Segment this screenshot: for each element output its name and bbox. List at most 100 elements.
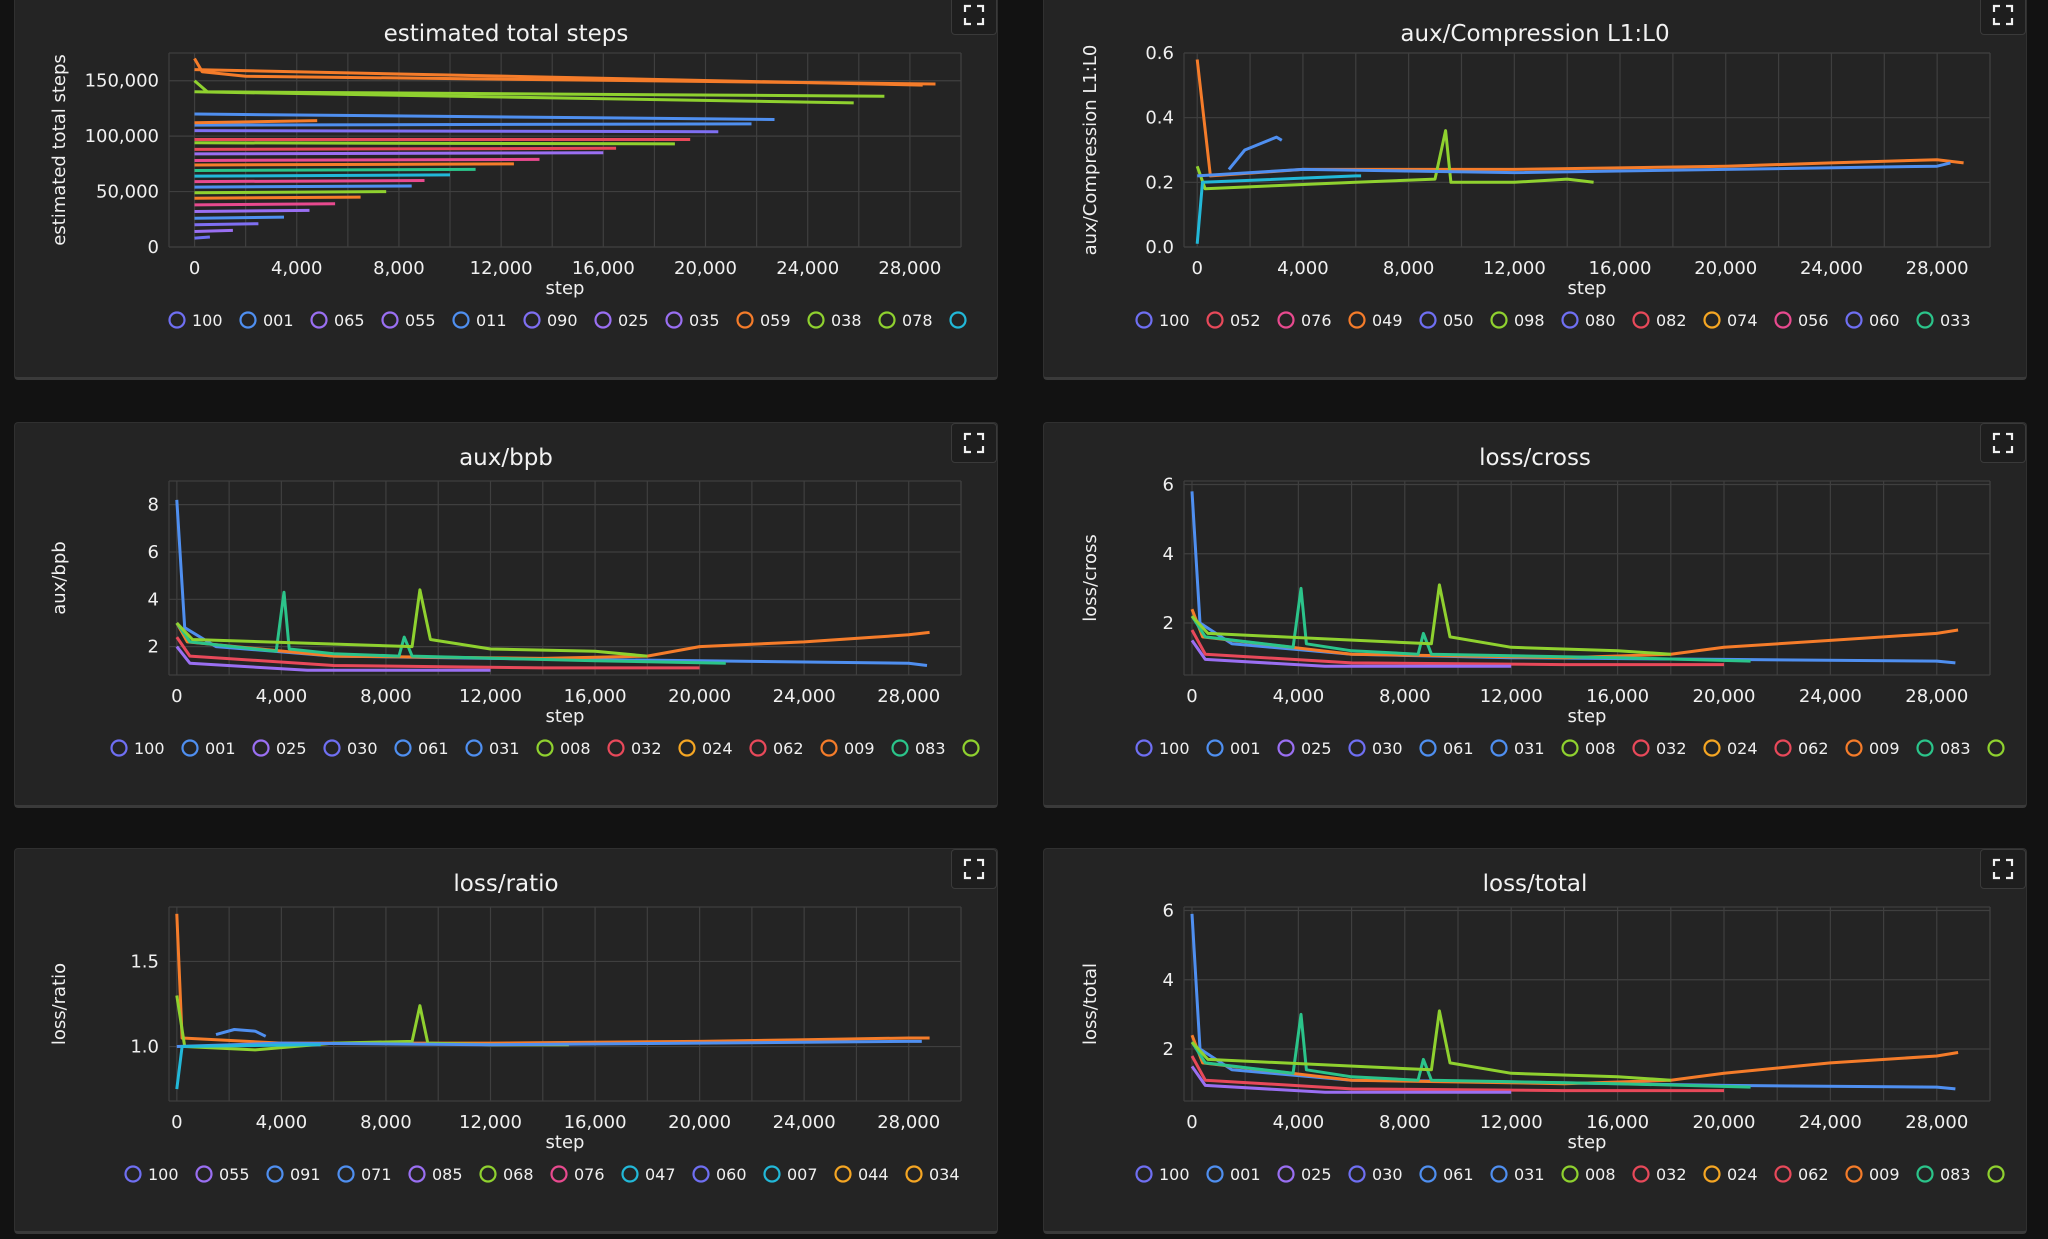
legend-item: 091 [266,1165,321,1184]
legend-marker [594,311,612,329]
chart-svg: 0 4,000 8,000 12,000 16,000 20,000 24,000 28,00… [1080,474,2005,758]
x-tick-label: 28,000 [877,686,940,707]
x-tick-label: 28,000 [1905,1112,1968,1133]
legend-marker [550,1165,568,1183]
legend-marker [536,739,554,757]
legend-item: 025 [1277,739,1332,758]
legend-label: 024 [1727,739,1758,758]
x-tick-label: 20,000 [674,258,737,279]
legend-marker [266,1165,284,1183]
legend: 100 001 065 055 011 090 025 035 059 038 078 [168,311,967,330]
x-tick-label: 4,000 [256,686,308,707]
legend-label: 031 [489,739,520,758]
y-tick-label: 2 [1163,613,1174,634]
series-line-5 [1190,1065,1512,1094]
series-line-2 [1227,135,1283,171]
legend-label: 009 [1869,739,1900,758]
legend-marker [692,1165,710,1183]
x-tick-label: 0 [171,686,182,707]
y-tick-label: 0.0 [1145,237,1174,258]
legend-item: 031 [1490,1165,1545,1184]
y-axis-label: aux/Compression L1:L0 [1080,45,1101,256]
legend: 100 001 025 030 061 031 008 032 024 062 009 083 [1135,739,2005,758]
legend-marker [878,311,896,329]
legend-item: 055 [381,311,436,330]
legend-marker [1916,739,1934,757]
y-tick-label: 1.5 [130,951,159,972]
legend-label: 047 [645,1165,676,1184]
legend-marker [1774,311,1792,329]
legend-label: 025 [276,739,307,758]
legend-marker [678,739,696,757]
legend-marker [1632,311,1650,329]
grid [1183,480,1991,676]
legend: 100 001 025 030 061 031 008 032 024 062 009 083 [110,739,980,758]
x-tick-label: 12,000 [1480,686,1543,707]
legend-label: 007 [787,1165,818,1184]
legend-item: 078 [878,311,933,330]
y-tick-label: 150,000 [85,71,159,92]
legend-item: 060 [692,1165,747,1184]
legend-label: 025 [618,311,649,330]
legend-item: 100 [1135,1165,1190,1184]
series-line-6 [194,129,719,134]
x-tick-label: 24,000 [1799,1112,1862,1133]
legend-label: 076 [1301,311,1332,330]
legend-marker [665,311,683,329]
legend-item: 060 [1845,311,1900,330]
series-line-9 [194,119,318,125]
series-line-2 [175,590,726,665]
chart-title: loss/cross [1479,445,1591,471]
legend-label: 049 [1372,311,1403,330]
legend-marker [1135,1165,1153,1183]
grid [1183,906,1991,1102]
x-tick-label: 12,000 [1483,258,1546,279]
x-tick-label: 24,000 [773,1112,836,1133]
chart-title: loss/total [1482,871,1588,897]
expand-button[interactable] [951,423,997,463]
legend-marker [337,1165,355,1183]
legend-item: 098 [1490,311,1545,330]
legend-label: 024 [1727,1165,1758,1184]
y-tick-label: 6 [1163,474,1174,495]
x-tick-label: 16,000 [1586,686,1649,707]
series-line-11 [194,151,604,156]
legend-item: 007 [763,1165,818,1184]
legend-item: 100 [168,311,223,330]
legend-marker [1916,311,1934,329]
expand-button[interactable] [1980,423,2026,463]
expand-button[interactable] [951,0,997,35]
legend-label: 100 [1159,311,1190,330]
legend-label: 098 [1514,311,1545,330]
series-line-24 [194,228,233,233]
legend-item: 011 [452,311,507,330]
expand-button[interactable] [1980,849,2026,889]
legend-marker [124,1165,142,1183]
legend-marker [905,1165,923,1183]
legend-label: 050 [1443,311,1474,330]
legend-marker [408,1165,426,1183]
x-tick-label: 12,000 [470,258,533,279]
chart-panel-loss-total: loss/total 0 4,000 8,000 12,000 16,000 20,000… [1043,848,2027,1234]
legend-item: 082 [1632,311,1687,330]
series-line-22 [194,215,285,220]
expand-button[interactable] [1980,0,2026,35]
legend-item: 055 [195,1165,250,1184]
legend-label: 083 [1940,739,1971,758]
expand-button[interactable] [951,849,997,889]
series-line-5 [1190,639,1512,668]
legend-item: 047 [621,1165,676,1184]
legend-marker [736,311,754,329]
legend-marker [394,739,412,757]
legend-item: 033 [1916,311,1971,330]
legend-marker [310,311,328,329]
x-axis-label: step [1568,706,1607,727]
y-tick-label: 0 [148,237,159,258]
legend-marker [1135,739,1153,757]
x-tick-label: 12,000 [459,1112,522,1133]
x-tick-label: 16,000 [564,686,627,707]
legend-item: 062 [1774,1165,1829,1184]
legend-label: 059 [760,311,791,330]
legend-label: 030 [347,739,378,758]
legend-item: 025 [1277,1165,1332,1184]
